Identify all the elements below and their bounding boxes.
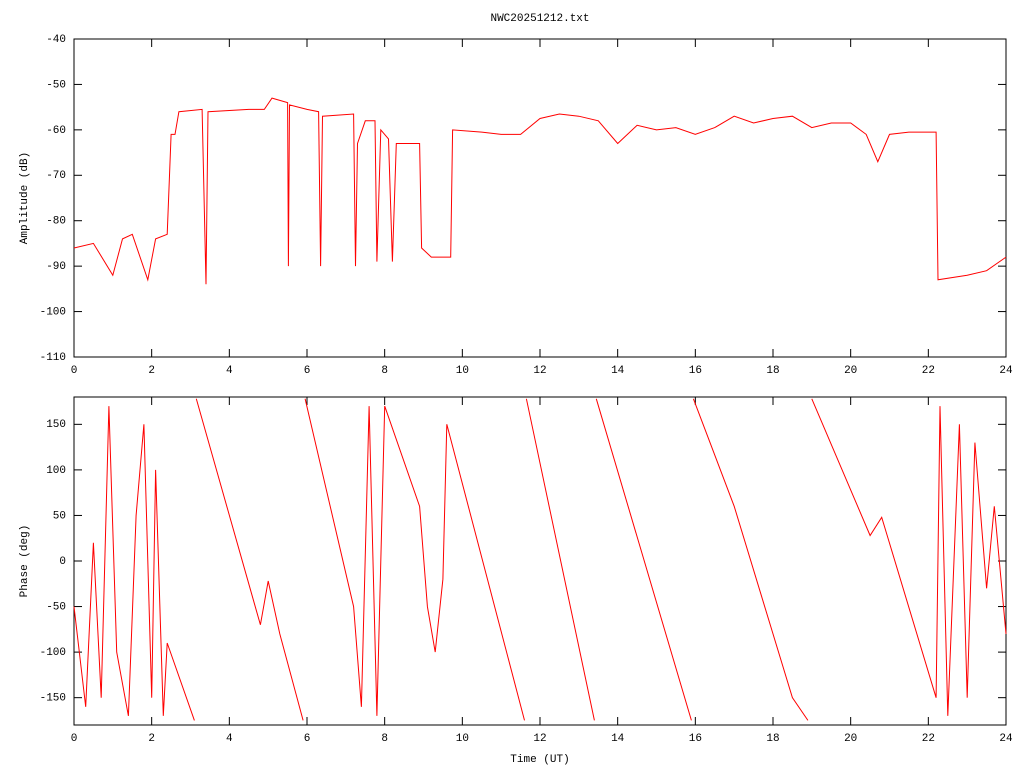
x-tick-label: 22	[922, 365, 935, 377]
x-tick-label: 4	[226, 365, 233, 377]
y-tick-label: -80	[46, 216, 66, 228]
plot-frame	[73, 396, 1007, 726]
x-tick-label: 8	[381, 733, 388, 745]
x-tick-label: 2	[148, 733, 155, 745]
y-tick-label: -90	[46, 261, 66, 273]
x-tick-label: 10	[456, 733, 469, 745]
chart-title: NWC20251212.txt	[490, 13, 589, 25]
y-tick-label: -110	[40, 352, 66, 364]
x-tick-label: 0	[71, 733, 78, 745]
x-tick-label: 24	[999, 733, 1013, 745]
y-tick-label: 100	[46, 465, 66, 477]
y-tick-label: 0	[59, 556, 66, 568]
x-tick-label: 8	[381, 365, 388, 377]
x-tick-label: 18	[766, 365, 779, 377]
y-tick-label: -70	[46, 170, 66, 182]
y-tick-label: -40	[46, 34, 66, 46]
y-tick-label: -50	[46, 601, 66, 613]
x-tick-label: 20	[844, 365, 857, 377]
y-tick-label: -50	[46, 79, 66, 91]
x-axis-label: Time (UT)	[510, 754, 569, 766]
x-tick-label: 14	[611, 365, 625, 377]
x-tick-label: 6	[304, 365, 311, 377]
x-tick-label: 20	[844, 733, 857, 745]
y-tick-label: -100	[40, 306, 66, 318]
x-tick-label: 14	[611, 733, 625, 745]
x-tick-label: 6	[304, 733, 311, 745]
x-tick-label: 16	[689, 365, 702, 377]
y-tick-label: -100	[40, 647, 66, 659]
y-axis-label: Amplitude (dB)	[19, 152, 31, 244]
x-tick-label: 10	[456, 365, 469, 377]
y-tick-label: 150	[46, 419, 66, 431]
y-tick-label: -60	[46, 125, 66, 137]
x-tick-label: 0	[71, 365, 78, 377]
y-tick-label: -150	[40, 693, 66, 705]
x-tick-label: 18	[766, 733, 779, 745]
x-tick-label: 4	[226, 733, 233, 745]
x-tick-label: 24	[999, 365, 1013, 377]
x-tick-label: 22	[922, 733, 935, 745]
plot-frame	[73, 38, 1007, 358]
x-tick-label: 12	[533, 365, 546, 377]
y-tick-label: 50	[53, 510, 66, 522]
x-tick-label: 12	[533, 733, 546, 745]
x-tick-label: 2	[148, 365, 155, 377]
data-line	[73, 97, 1007, 285]
data-line	[73, 398, 1007, 721]
x-tick-label: 16	[689, 733, 702, 745]
y-axis-label: Phase (deg)	[19, 525, 31, 598]
